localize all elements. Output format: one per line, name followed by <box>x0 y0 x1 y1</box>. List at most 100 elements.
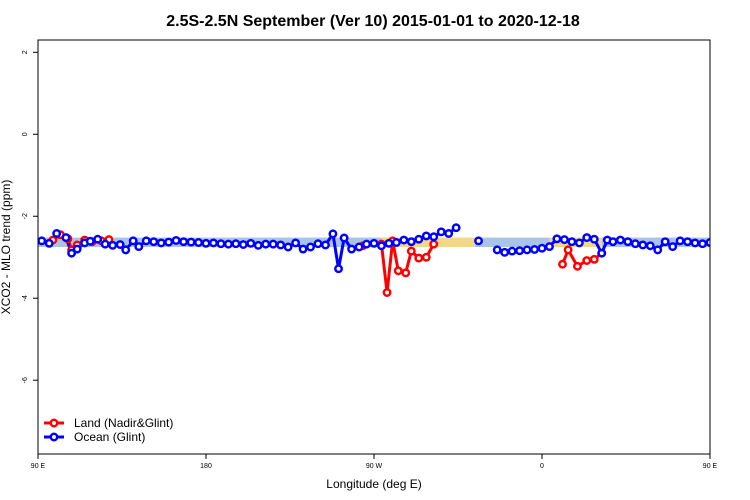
ocean-data-point <box>492 245 502 255</box>
land-data-point <box>563 245 573 255</box>
ocean-data-point <box>645 241 655 251</box>
ocean-data-point <box>474 236 483 246</box>
ocean-data-point <box>306 242 315 252</box>
x-tick-label: 90 W <box>366 463 383 470</box>
land-legend-marker <box>49 418 59 428</box>
y-tick-label: -2 <box>22 213 29 219</box>
ocean-data-point <box>589 234 599 244</box>
ocean-data-point <box>141 236 151 246</box>
ocean-data-point <box>216 239 226 249</box>
land-data-point <box>406 246 416 256</box>
ocean-data-point <box>574 238 584 248</box>
land-data-point <box>401 268 411 278</box>
ocean-data-point <box>623 237 633 247</box>
ocean-data-point <box>171 235 181 245</box>
ocean-data-point <box>608 237 618 247</box>
ocean-data-point <box>283 242 293 252</box>
land-data-point <box>729 234 735 240</box>
ocean-data-point <box>291 238 301 248</box>
ocean-data-point <box>582 233 592 243</box>
legend: Land (Nadir&Glint)Ocean (Glint) <box>44 416 173 444</box>
ocean-data-point <box>515 246 525 256</box>
ocean-data-point <box>238 240 248 249</box>
land-series-line <box>725 237 750 250</box>
ocean-data-point <box>377 241 386 251</box>
y-axis-label: XCO2 - MLO trend (ppm) <box>0 180 13 315</box>
ocean-data-point <box>522 245 532 255</box>
ocean-data-point <box>261 239 271 249</box>
plot-area <box>38 223 750 297</box>
ocean-data-point <box>67 248 77 258</box>
x-tick-label: 90 E <box>31 463 46 470</box>
land-data-point <box>429 239 439 249</box>
ocean-data-point <box>209 238 218 248</box>
ocean-band <box>601 237 710 247</box>
ocean-data-point <box>362 239 371 249</box>
ocean-data-point <box>194 238 203 247</box>
ocean-data-point <box>93 234 103 244</box>
ocean-data-point <box>369 238 379 248</box>
ocean-data-point <box>44 238 54 248</box>
ocean-data-point <box>253 240 263 250</box>
y-tick-label: 0 <box>22 132 29 136</box>
ocean-data-point <box>530 245 539 254</box>
ocean-data-point <box>52 229 62 238</box>
ocean-data-point <box>354 242 364 252</box>
ocean-data-point <box>630 239 640 249</box>
ocean-data-point <box>313 239 323 249</box>
ocean-data-point <box>436 227 446 237</box>
x-tick-label: 180 <box>200 463 212 470</box>
land-data-point <box>722 237 728 243</box>
ocean-data-point <box>451 223 461 233</box>
ocean-data-point <box>683 237 693 247</box>
ocean-data-point <box>121 245 131 255</box>
ocean-data-point <box>421 231 431 241</box>
ocean-data-point <box>444 229 454 238</box>
land-data-point <box>558 259 567 269</box>
ocean-data-point <box>507 246 517 256</box>
ocean-data-point <box>668 242 678 252</box>
ocean-data-point <box>231 239 241 249</box>
x-tick-label: 90 E <box>703 463 718 470</box>
x-tick-label: 0 <box>540 463 544 470</box>
ocean-data-point <box>406 237 416 247</box>
x-axis-label: Longitude (deg E) <box>326 477 421 491</box>
ocean-data-point <box>500 247 510 257</box>
ocean-data-point <box>61 233 71 243</box>
ocean-band <box>474 237 550 247</box>
ocean-data-point <box>223 239 233 249</box>
ocean-data-point <box>115 240 125 249</box>
ocean-data-point <box>690 238 700 248</box>
ocean-data-point <box>72 244 82 254</box>
land-data-point <box>589 254 599 264</box>
ocean-data-point <box>347 244 357 254</box>
ocean-data-point <box>545 242 554 252</box>
ocean-data-point <box>179 237 189 247</box>
ocean-data-point <box>334 264 343 274</box>
y-tick-label: -4 <box>22 295 29 301</box>
ocean-data-point <box>698 239 707 249</box>
ocean-data-point <box>328 229 338 239</box>
ocean-data-point <box>156 238 166 248</box>
land-data-point <box>735 247 741 253</box>
chart-title: 2.5S-2.5N September (Ver 10) 2015-01-01 … <box>166 13 580 30</box>
ocean-data-point <box>675 236 685 246</box>
ocean-data-point <box>276 240 286 250</box>
ocean-data-point <box>638 240 648 250</box>
ocean-data-point <box>100 239 110 249</box>
ocean-data-point <box>391 238 401 247</box>
land-data-point <box>382 288 392 297</box>
land-band <box>381 237 475 247</box>
ocean-data-point <box>85 236 95 246</box>
ocean-data-point <box>414 234 424 244</box>
land-data-point <box>421 252 431 262</box>
ocean-data-point <box>653 245 663 255</box>
ocean-data-point <box>537 243 547 253</box>
land-legend-label: Land (Nadir&Glint) <box>74 416 173 430</box>
ocean-data-point <box>597 248 607 258</box>
y-tick-label: -6 <box>22 377 29 383</box>
ocean-data-point <box>384 238 394 248</box>
ocean-data-point <box>399 235 409 245</box>
ocean-legend-marker <box>49 432 59 442</box>
